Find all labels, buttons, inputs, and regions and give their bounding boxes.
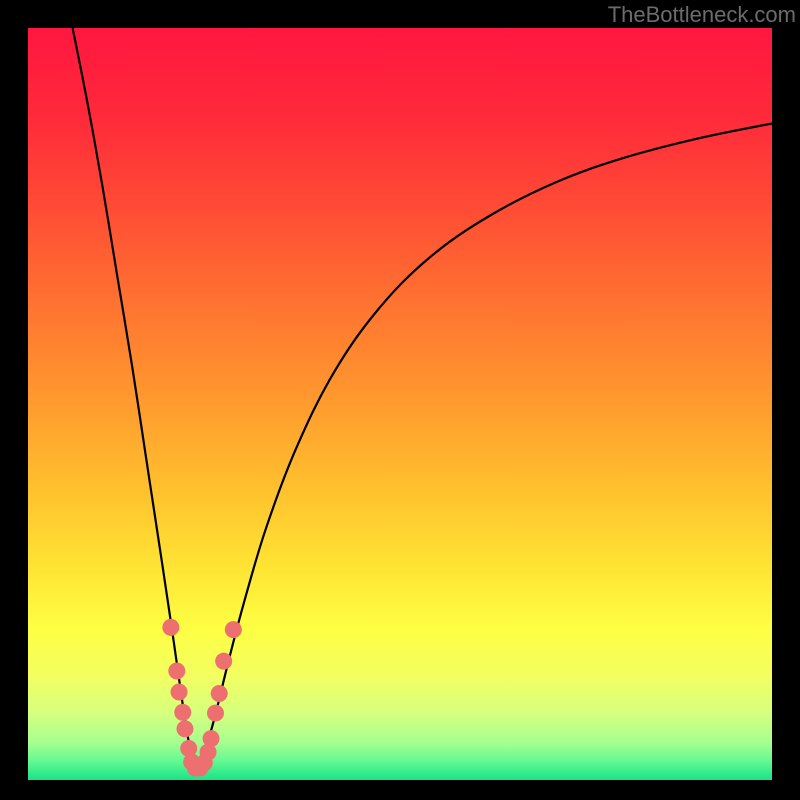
data-marker [211,685,228,702]
data-marker [215,653,232,670]
data-marker [171,684,188,701]
watermark-text: TheBottleneck.com [608,2,796,28]
background-gradient [28,28,772,780]
data-marker [203,730,220,747]
data-marker [168,662,185,679]
data-marker [207,705,224,722]
data-marker [176,720,193,737]
data-marker [162,619,179,636]
plot-area [28,28,772,780]
data-marker [225,621,242,638]
plot-svg [0,0,800,800]
figure: { "watermark": { "text": "TheBottleneck.… [0,0,800,800]
data-marker [174,704,191,721]
